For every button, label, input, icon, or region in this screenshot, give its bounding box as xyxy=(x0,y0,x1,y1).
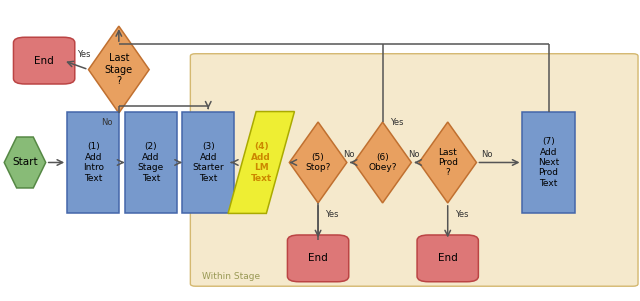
Polygon shape xyxy=(419,122,476,203)
Polygon shape xyxy=(4,137,45,188)
Text: (7)
Add
Next
Prod
Text: (7) Add Next Prod Text xyxy=(538,137,559,188)
Text: Within Stage: Within Stage xyxy=(202,272,260,281)
Text: (4)
Add
LM
Text: (4) Add LM Text xyxy=(251,142,272,183)
Text: No: No xyxy=(101,117,113,126)
Polygon shape xyxy=(289,122,347,203)
Text: Yes: Yes xyxy=(456,210,469,219)
Text: No: No xyxy=(481,150,493,159)
Text: (3)
Add
Starter
Text: (3) Add Starter Text xyxy=(193,142,224,183)
Text: (5)
Stop?: (5) Stop? xyxy=(305,153,331,172)
FancyBboxPatch shape xyxy=(13,37,75,84)
Text: End: End xyxy=(308,253,328,263)
FancyBboxPatch shape xyxy=(190,54,638,286)
Text: Yes: Yes xyxy=(325,210,339,219)
FancyBboxPatch shape xyxy=(287,235,349,282)
Text: (6)
Obey?: (6) Obey? xyxy=(369,153,397,172)
Text: End: End xyxy=(35,56,54,66)
Text: Last
Stage
?: Last Stage ? xyxy=(105,53,133,86)
Polygon shape xyxy=(88,26,149,113)
FancyBboxPatch shape xyxy=(182,112,234,213)
Polygon shape xyxy=(228,112,294,213)
FancyBboxPatch shape xyxy=(417,235,478,282)
Text: Yes: Yes xyxy=(390,117,404,126)
Text: No: No xyxy=(408,150,420,159)
Text: No: No xyxy=(343,150,355,159)
Text: Last
Prod
?: Last Prod ? xyxy=(438,147,458,177)
Text: Start: Start xyxy=(12,157,38,167)
Text: (2)
Add
Stage
Text: (2) Add Stage Text xyxy=(138,142,164,183)
FancyBboxPatch shape xyxy=(522,112,575,213)
Polygon shape xyxy=(354,122,412,203)
FancyBboxPatch shape xyxy=(125,112,177,213)
FancyBboxPatch shape xyxy=(67,112,120,213)
Text: End: End xyxy=(438,253,458,263)
Text: (1)
Add
Intro
Text: (1) Add Intro Text xyxy=(83,142,104,183)
Text: Yes: Yes xyxy=(77,50,90,59)
